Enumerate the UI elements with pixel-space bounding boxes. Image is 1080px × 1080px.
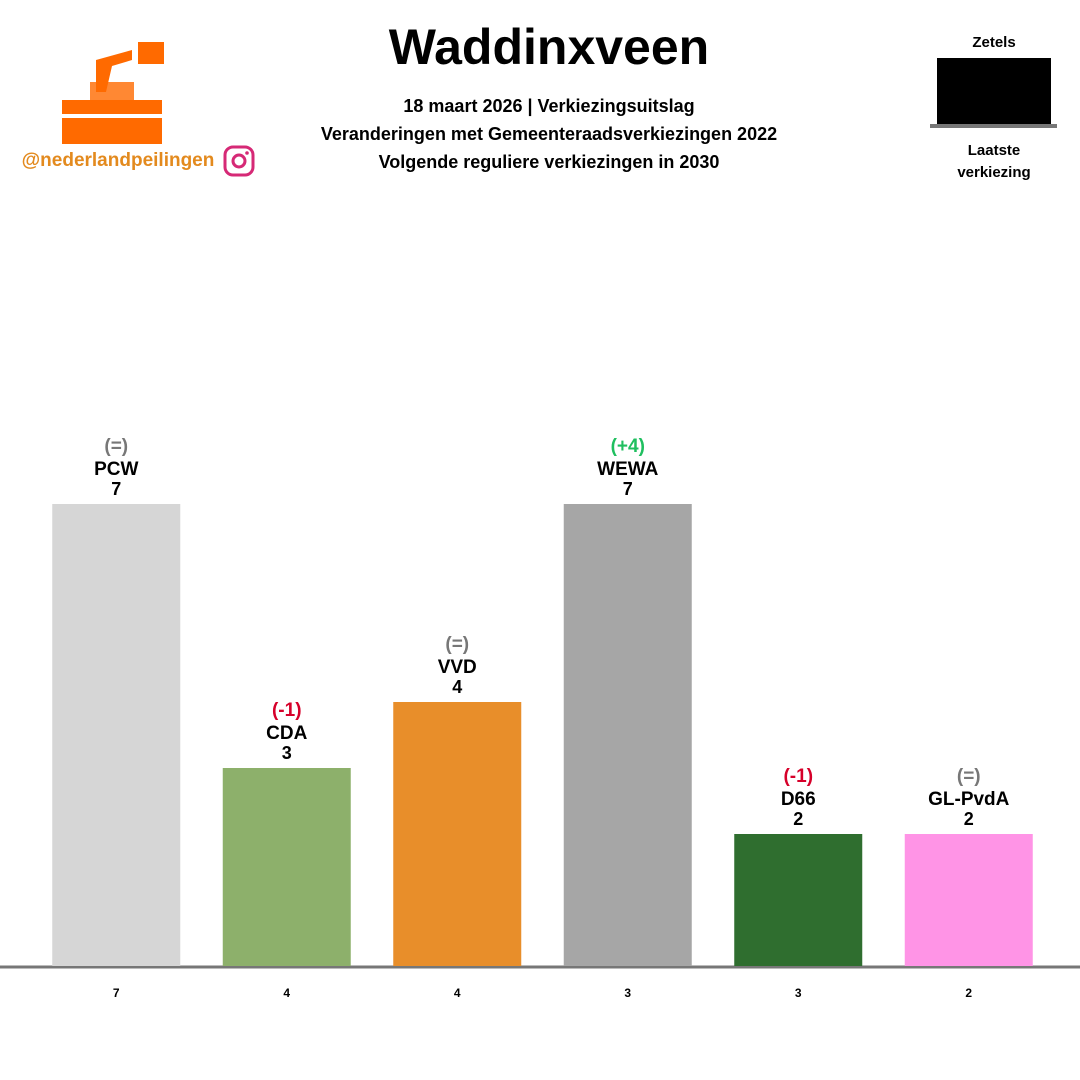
category-label: D66 — [781, 789, 816, 810]
instagram-icon — [223, 145, 255, 177]
category-label: VVD — [438, 657, 477, 678]
bar — [904, 834, 1033, 966]
legend-label: Laatste verkiezing — [957, 142, 1031, 181]
previous-value: 2 — [965, 986, 972, 1000]
value-label: 7 — [111, 479, 121, 499]
subtitle: 18 maart 2026 | Verkiezingsuitslag — [403, 96, 694, 116]
subtitle: Veranderingen met Gemeenteraadsverkiezin… — [321, 124, 777, 144]
subtitle: Volgende reguliere verkiezingen in 2030 — [379, 152, 720, 172]
chart-title: Waddinxveen — [389, 19, 709, 75]
value-label: 4 — [452, 677, 462, 697]
bar — [222, 768, 351, 966]
category-label: GL-PvdA — [928, 789, 1010, 810]
bar — [734, 834, 863, 966]
bar — [393, 702, 522, 966]
change-label: (-1) — [272, 700, 302, 721]
handle: @nederlandpeilingen — [22, 150, 215, 171]
value-label: 2 — [793, 809, 803, 829]
bar — [52, 504, 181, 966]
legend-swatch — [937, 58, 1051, 124]
previous-value: 3 — [795, 986, 802, 1000]
change-label: (=) — [957, 766, 981, 787]
previous-value: 3 — [624, 986, 631, 1000]
value-label: 3 — [282, 743, 292, 763]
bar — [563, 504, 692, 966]
change-label: (=) — [104, 436, 128, 457]
value-label: 7 — [623, 479, 633, 499]
previous-value: 4 — [283, 986, 290, 1000]
category-label: CDA — [266, 723, 307, 744]
previous-value: 7 — [113, 986, 120, 1000]
change-label: (=) — [445, 634, 469, 655]
previous-value: 4 — [454, 986, 461, 1000]
legend-label: Zetels — [972, 34, 1016, 51]
change-label: (+4) — [611, 436, 645, 457]
logo — [62, 42, 164, 144]
value-label: 2 — [964, 809, 974, 829]
category-label: WEWA — [597, 459, 658, 480]
category-label: PCW — [94, 459, 138, 480]
change-label: (-1) — [783, 766, 813, 787]
